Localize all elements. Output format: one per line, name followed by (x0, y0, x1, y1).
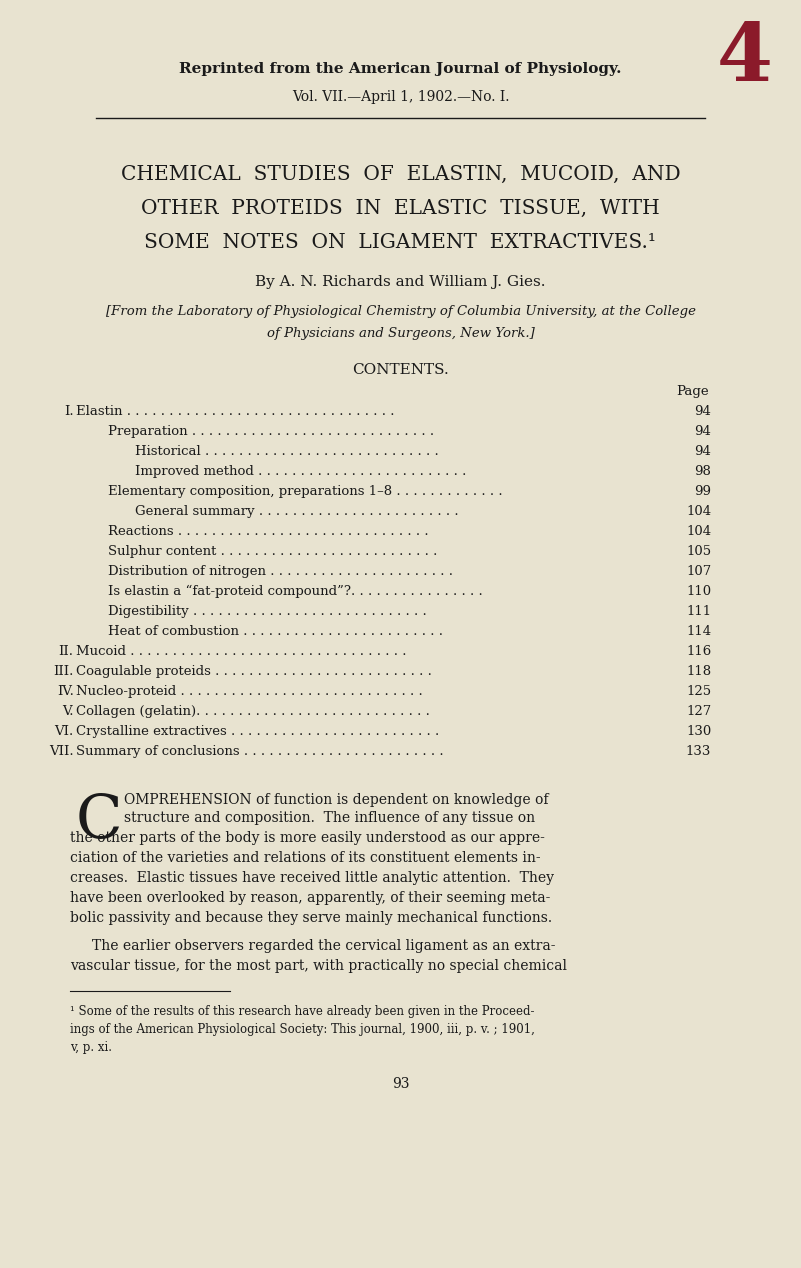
Text: 94: 94 (694, 404, 711, 418)
Text: Page: Page (676, 385, 709, 398)
Text: the other parts of the body is more easily understood as our appre-: the other parts of the body is more easi… (70, 831, 545, 844)
Text: Digestibility . . . . . . . . . . . . . . . . . . . . . . . . . . . .: Digestibility . . . . . . . . . . . . . … (108, 605, 427, 618)
Text: vascular tissue, for the most part, with practically no special chemical: vascular tissue, for the most part, with… (70, 959, 567, 973)
Text: By A. N. Richards and William J. Gies.: By A. N. Richards and William J. Gies. (256, 275, 545, 289)
Text: Historical . . . . . . . . . . . . . . . . . . . . . . . . . . . .: Historical . . . . . . . . . . . . . . .… (135, 445, 438, 458)
Text: III.: III. (54, 664, 74, 678)
Text: 104: 104 (686, 505, 711, 519)
Text: v, p. xi.: v, p. xi. (70, 1041, 112, 1054)
Text: OTHER  PROTEIDS  IN  ELASTIC  TISSUE,  WITH: OTHER PROTEIDS IN ELASTIC TISSUE, WITH (141, 199, 660, 218)
Text: creases.  Elastic tissues have received little analytic attention.  They: creases. Elastic tissues have received l… (70, 871, 554, 885)
Text: Sulphur content . . . . . . . . . . . . . . . . . . . . . . . . . .: Sulphur content . . . . . . . . . . . . … (108, 545, 437, 558)
Text: Distribution of nitrogen . . . . . . . . . . . . . . . . . . . . . .: Distribution of nitrogen . . . . . . . .… (108, 566, 453, 578)
Text: 111: 111 (686, 605, 711, 618)
Text: have been overlooked by reason, apparently, of their seeming meta-: have been overlooked by reason, apparent… (70, 891, 551, 905)
Text: Mucoid . . . . . . . . . . . . . . . . . . . . . . . . . . . . . . . . .: Mucoid . . . . . . . . . . . . . . . . .… (76, 645, 407, 658)
Text: 4: 4 (717, 20, 773, 98)
Text: General summary . . . . . . . . . . . . . . . . . . . . . . . .: General summary . . . . . . . . . . . . … (135, 505, 458, 519)
Text: OMPREHENSION of function is dependent on knowledge of: OMPREHENSION of function is dependent on… (124, 792, 549, 806)
Text: Elementary composition, preparations 1–8 . . . . . . . . . . . . .: Elementary composition, preparations 1–8… (108, 484, 503, 498)
Text: Crystalline extractives . . . . . . . . . . . . . . . . . . . . . . . . .: Crystalline extractives . . . . . . . . … (76, 725, 439, 738)
Text: Reactions . . . . . . . . . . . . . . . . . . . . . . . . . . . . . .: Reactions . . . . . . . . . . . . . . . … (108, 525, 429, 538)
Text: Coagulable proteids . . . . . . . . . . . . . . . . . . . . . . . . . .: Coagulable proteids . . . . . . . . . . … (76, 664, 432, 678)
Text: 116: 116 (686, 645, 711, 658)
Text: 130: 130 (686, 725, 711, 738)
Text: 125: 125 (686, 685, 711, 697)
Text: structure and composition.  The influence of any tissue on: structure and composition. The influence… (124, 812, 535, 825)
Text: 94: 94 (694, 445, 711, 458)
Text: 114: 114 (686, 625, 711, 638)
Text: SOME  NOTES  ON  LIGAMENT  EXTRACTIVES.¹: SOME NOTES ON LIGAMENT EXTRACTIVES.¹ (144, 233, 657, 252)
Text: ciation of the varieties and relations of its constituent elements in-: ciation of the varieties and relations o… (70, 851, 541, 865)
Text: 98: 98 (694, 465, 711, 478)
Text: [From the Laboratory of Physiological Chemistry of Columbia University, at the C: [From the Laboratory of Physiological Ch… (106, 306, 695, 318)
Text: Heat of combustion . . . . . . . . . . . . . . . . . . . . . . . .: Heat of combustion . . . . . . . . . . .… (108, 625, 443, 638)
Text: V.: V. (62, 705, 74, 718)
Text: 133: 133 (686, 746, 711, 758)
Text: VII.: VII. (49, 746, 74, 758)
Text: bolic passivity and because they serve mainly mechanical functions.: bolic passivity and because they serve m… (70, 910, 553, 924)
Text: 104: 104 (686, 525, 711, 538)
Text: 107: 107 (686, 566, 711, 578)
Text: Reprinted from the American Journal of Physiology.: Reprinted from the American Journal of P… (179, 62, 622, 76)
Text: 94: 94 (694, 425, 711, 437)
Text: I.: I. (64, 404, 74, 418)
Text: Improved method . . . . . . . . . . . . . . . . . . . . . . . . .: Improved method . . . . . . . . . . . . … (135, 465, 466, 478)
Text: Nucleo-proteid . . . . . . . . . . . . . . . . . . . . . . . . . . . . .: Nucleo-proteid . . . . . . . . . . . . .… (76, 685, 423, 697)
Text: 93: 93 (392, 1077, 409, 1090)
Text: 127: 127 (686, 705, 711, 718)
Text: of Physicians and Surgeons, New York.]: of Physicians and Surgeons, New York.] (267, 327, 534, 340)
Text: ¹ Some of the results of this research have already been given in the Proceed-: ¹ Some of the results of this research h… (70, 1006, 535, 1018)
Text: Summary of conclusions . . . . . . . . . . . . . . . . . . . . . . . .: Summary of conclusions . . . . . . . . .… (76, 746, 444, 758)
Text: CONTENTS.: CONTENTS. (352, 363, 449, 377)
Text: ings of the American Physiological Society: This journal, 1900, iii, p. v. ; 190: ings of the American Physiological Socie… (70, 1023, 535, 1036)
Text: 105: 105 (686, 545, 711, 558)
Text: Preparation . . . . . . . . . . . . . . . . . . . . . . . . . . . . .: Preparation . . . . . . . . . . . . . . … (108, 425, 434, 437)
Text: Vol. VII.—April 1, 1902.—No. I.: Vol. VII.—April 1, 1902.—No. I. (292, 90, 509, 104)
Text: C: C (76, 791, 123, 851)
Text: Is elastin a “fat-proteid compound”?. . . . . . . . . . . . . . . .: Is elastin a “fat-proteid compound”?. . … (108, 585, 483, 598)
Text: 110: 110 (686, 585, 711, 598)
Text: CHEMICAL  STUDIES  OF  ELASTIN,  MUCOID,  AND: CHEMICAL STUDIES OF ELASTIN, MUCOID, AND (121, 165, 680, 184)
Text: Elastin . . . . . . . . . . . . . . . . . . . . . . . . . . . . . . . .: Elastin . . . . . . . . . . . . . . . . … (76, 404, 395, 418)
Text: 99: 99 (694, 484, 711, 498)
Text: VI.: VI. (54, 725, 74, 738)
Text: IV.: IV. (57, 685, 74, 697)
Text: II.: II. (58, 645, 74, 658)
Text: The earlier observers regarded the cervical ligament as an extra-: The earlier observers regarded the cervi… (92, 940, 556, 954)
Text: 118: 118 (686, 664, 711, 678)
Text: Collagen (gelatin). . . . . . . . . . . . . . . . . . . . . . . . . . . .: Collagen (gelatin). . . . . . . . . . . … (76, 705, 430, 718)
